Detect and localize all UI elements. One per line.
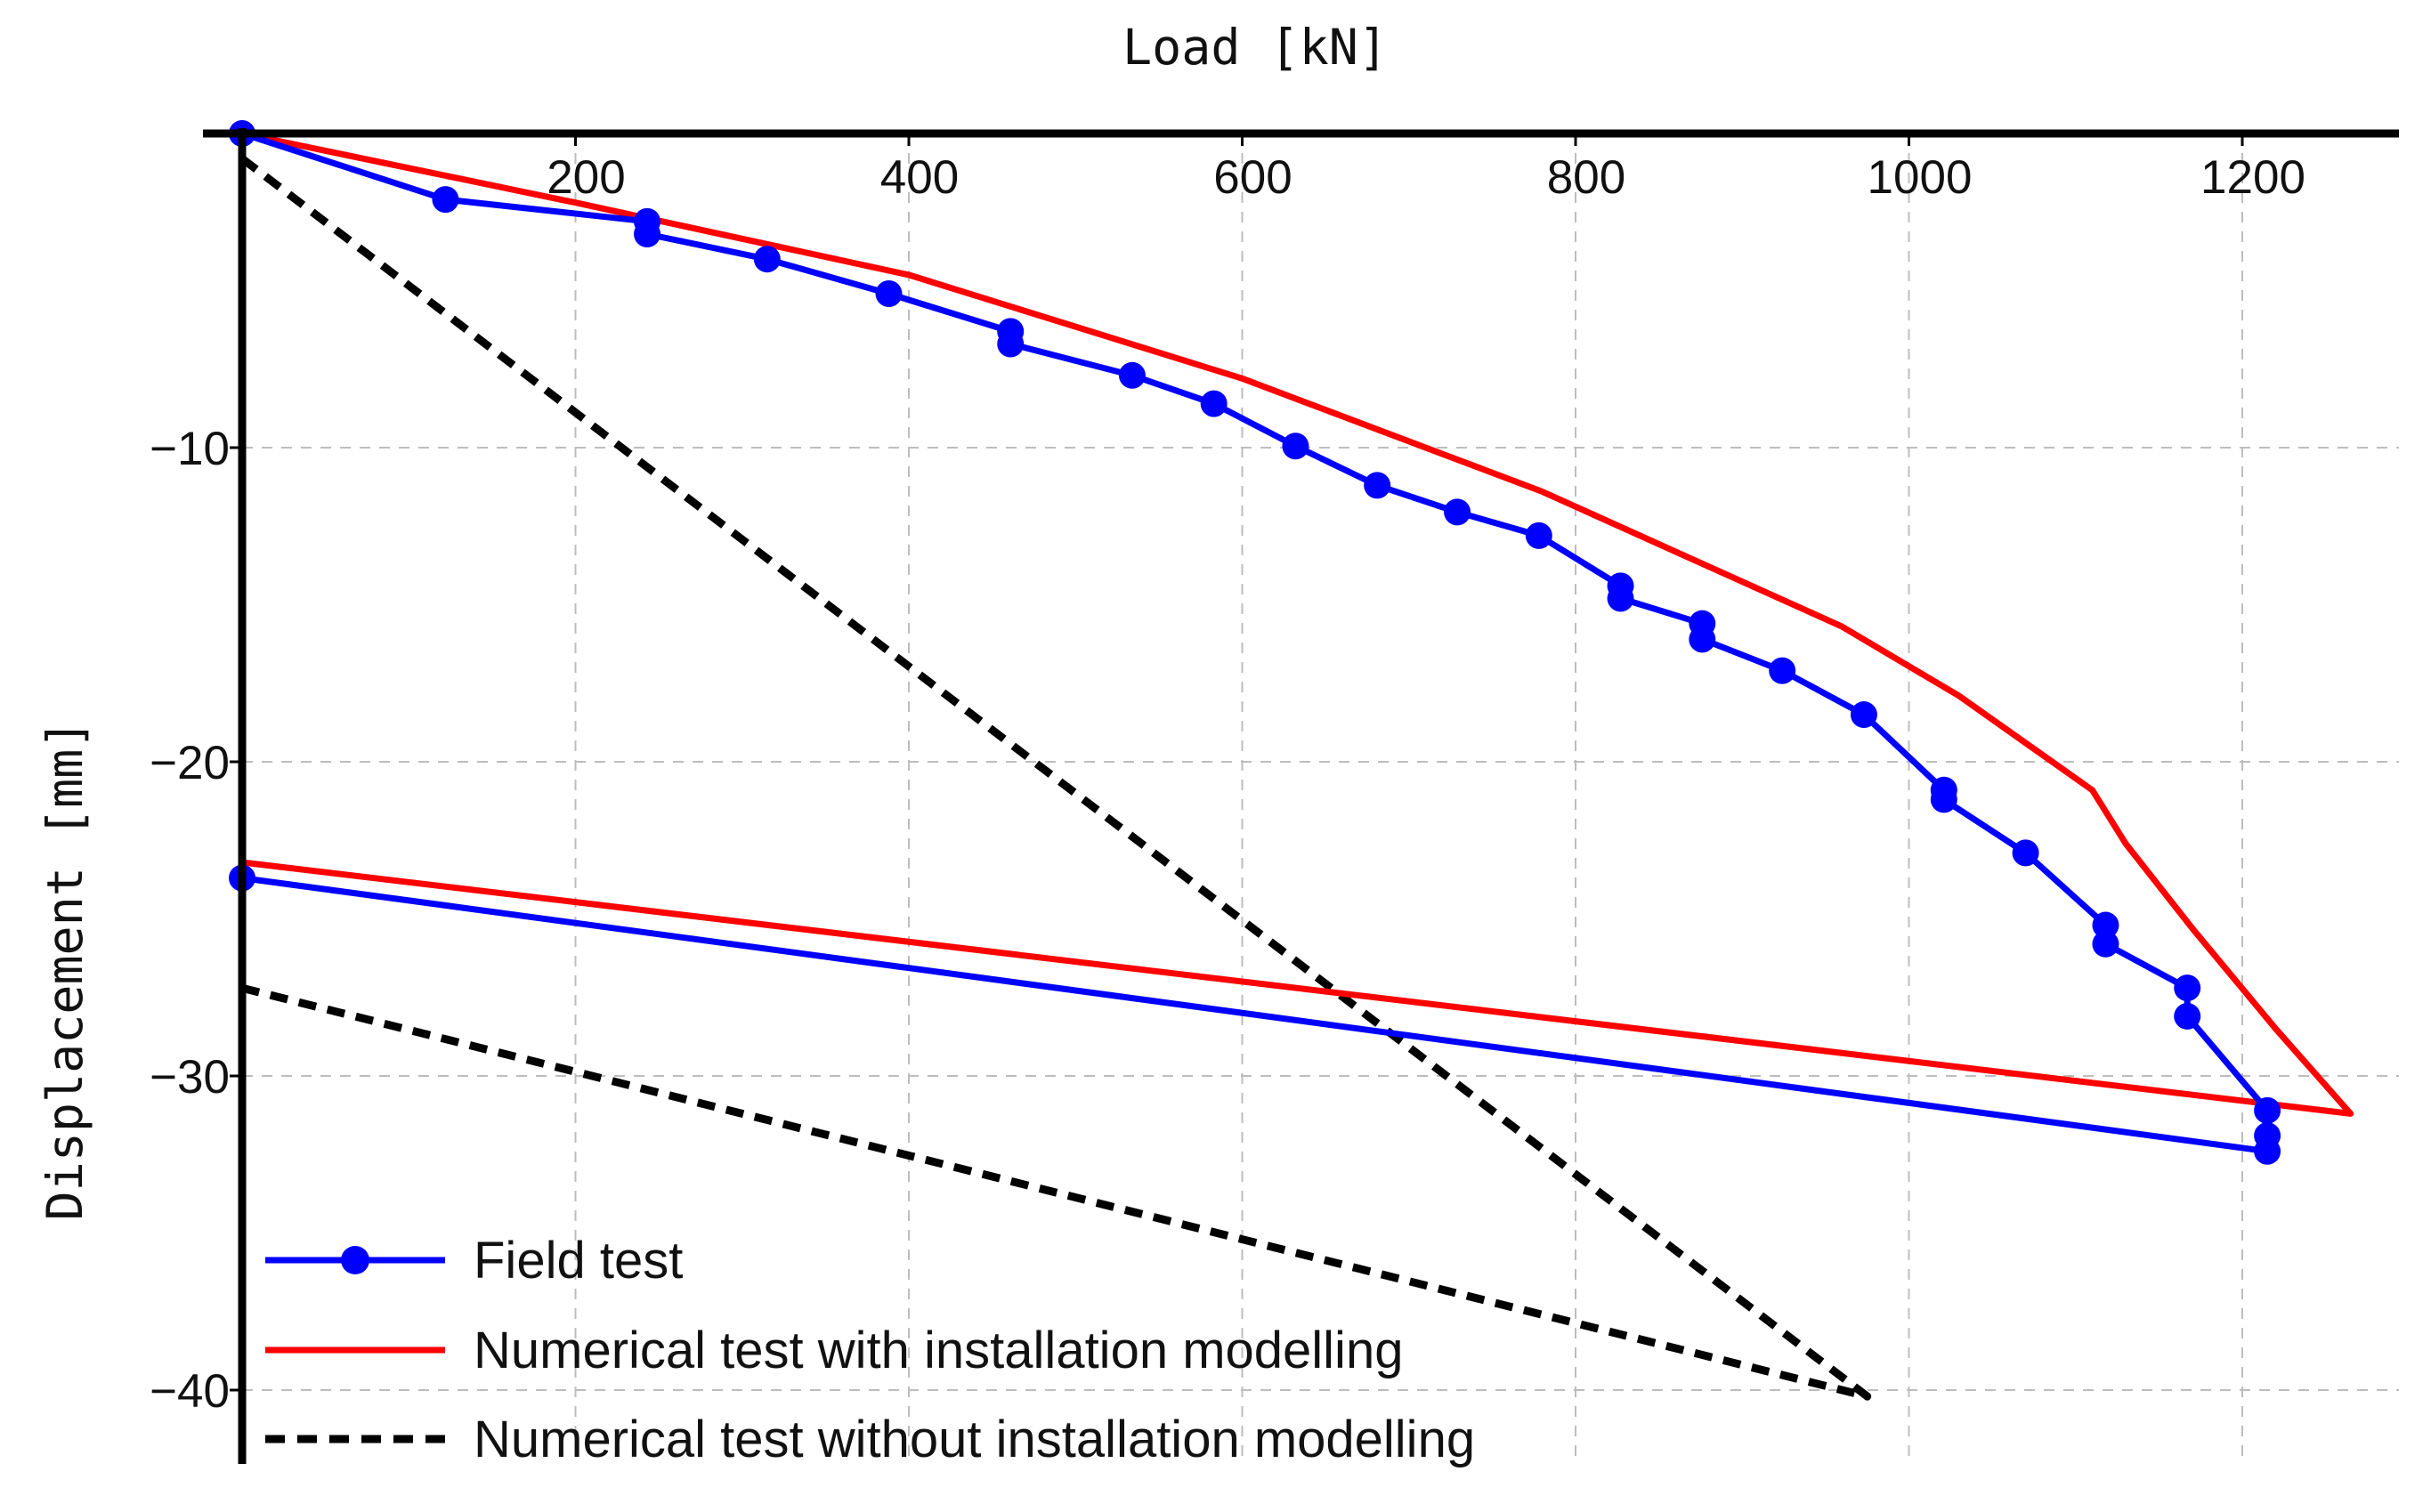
x-tick-label-5: 1200	[2200, 151, 2305, 204]
series-0-point-27	[2254, 1096, 2281, 1124]
series-0-point-11	[1364, 472, 1391, 499]
x-ticks: 200 400 600 800 1000 1200	[547, 133, 2305, 204]
series-0-point-22	[2012, 839, 2039, 867]
x-tick-label-4: 1000	[1868, 151, 1973, 204]
series-0-point-10	[1282, 433, 1309, 460]
series-0-point-19	[1850, 701, 1877, 729]
y-tick-label-2: −30	[150, 1051, 230, 1104]
series-0-point-24	[2092, 930, 2119, 958]
series-0-point-1	[432, 186, 459, 214]
series-line-2	[239, 155, 1872, 1401]
y-tick-label-1: −20	[150, 737, 230, 789]
series-0-point-17	[1689, 626, 1716, 653]
y-ticks: −10 −20 −30 −40	[150, 423, 242, 1418]
series-0-point-7	[997, 330, 1025, 358]
x-tick-label-0: 200	[547, 151, 625, 204]
series-0-point-18	[1769, 657, 1796, 684]
series-0-point-29	[2254, 1137, 2281, 1165]
legend-swatch-marker-0	[341, 1246, 369, 1274]
x-tick-label-2: 600	[1213, 151, 1292, 204]
series-0-point-8	[1118, 361, 1146, 389]
series-0-point-3	[634, 220, 661, 247]
series-0-point-12	[1444, 498, 1471, 526]
legend-label-1: Numerical test with installation modelli…	[474, 1322, 1403, 1379]
series-0-point-13	[1525, 522, 1552, 549]
legend: Field test Numerical test with installati…	[265, 1232, 1475, 1468]
series-0-point-21	[1930, 786, 1957, 813]
legend-label-2: Numerical test without installation mode…	[474, 1411, 1475, 1468]
series-0-point-23	[2092, 911, 2119, 939]
y-tick-label-0: −10	[150, 423, 230, 475]
series-0-point-26	[2174, 1002, 2201, 1030]
series-0-point-9	[1200, 390, 1228, 417]
x-tick-label-3: 800	[1547, 151, 1625, 204]
series-0-point-15	[1607, 585, 1634, 612]
x-tick-label-1: 400	[880, 151, 959, 204]
series-line-1	[241, 130, 2354, 1117]
series-group	[229, 120, 2354, 1401]
series-0-point-4	[753, 246, 781, 273]
grid	[242, 133, 2399, 1464]
x-axis-title: Load [kN]	[1122, 19, 1388, 76]
legend-label-0: Field test	[474, 1232, 683, 1290]
series-0-point-5	[875, 280, 903, 308]
series-0-point-25	[2174, 974, 2201, 1002]
y-tick-label-3: −40	[150, 1365, 230, 1418]
y-axis-title: Displacement [mm]	[36, 720, 93, 1221]
